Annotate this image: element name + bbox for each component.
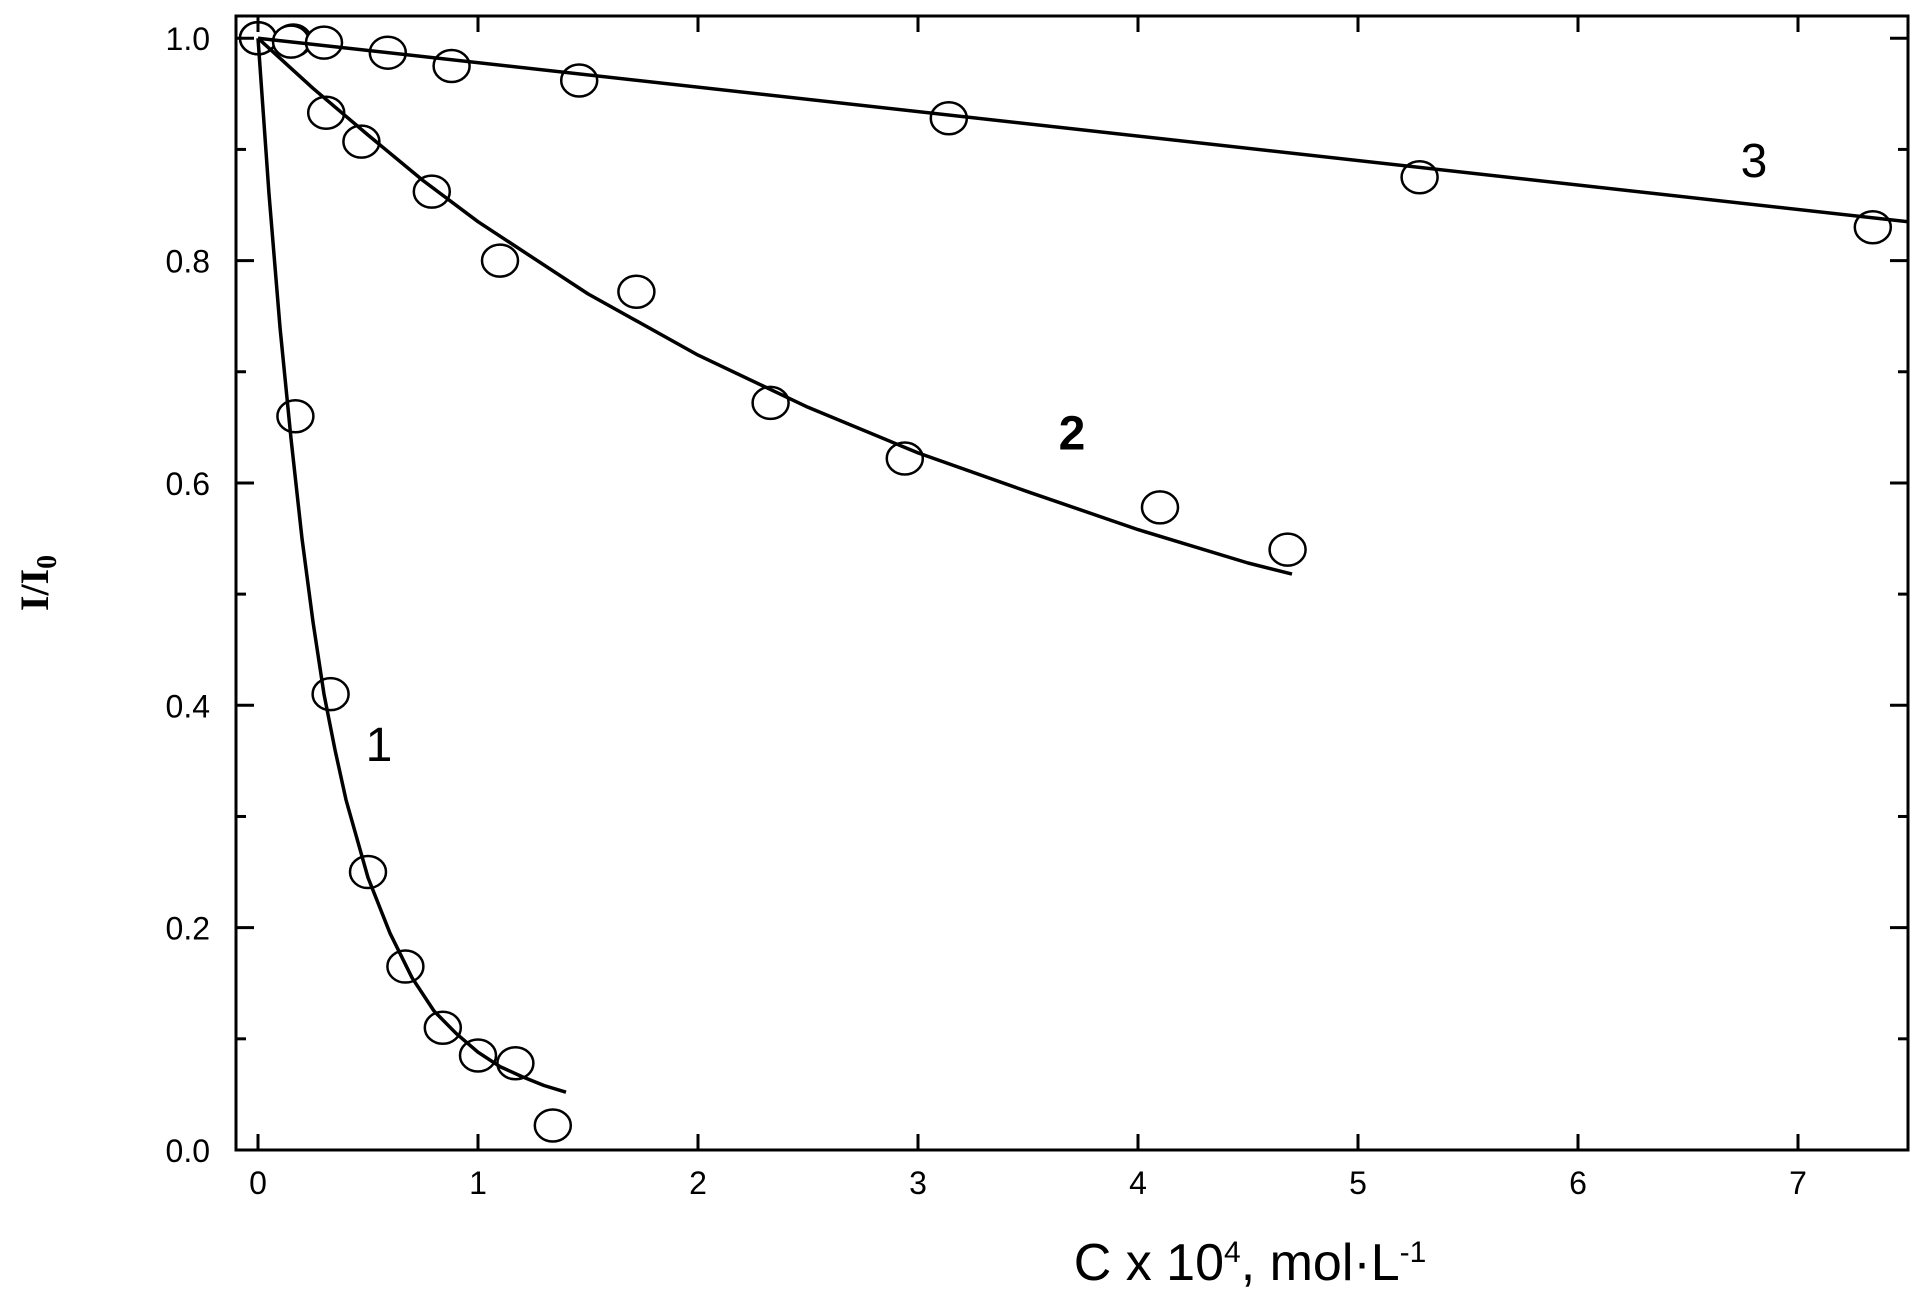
y-tick-label: 0.0 [166, 1133, 210, 1169]
data-point-series-2 [1268, 532, 1307, 567]
fit-curve-3 [257, 36, 1909, 224]
curve-labels: 1 2 3 [366, 135, 1768, 772]
data-point-series-2 [480, 243, 520, 278]
x-axis-label-text: C x 10 [1074, 1234, 1224, 1292]
y-tick-label: 0.6 [166, 466, 210, 502]
x-tick-label: 6 [1569, 1165, 1587, 1201]
x-axis-ticks: 0 1 2 3 4 5 6 7 [249, 16, 1807, 1201]
plot-frame [234, 14, 1910, 1152]
x-tick-label: 2 [689, 1165, 707, 1201]
x-axis-label: C x 104, mol·L-1 [1074, 1234, 1427, 1292]
y-tick-label: 0.2 [166, 911, 210, 947]
curve-label-3: 3 [1741, 135, 1768, 188]
curve-label-1: 1 [366, 719, 393, 772]
data-point-series-3 [559, 63, 599, 98]
y-axis-label-main: I/I [12, 569, 57, 611]
data-points [238, 20, 1893, 1143]
x-axis-label-superscript: 4 [1224, 1236, 1241, 1269]
fit-curve-1 [256, 38, 567, 1094]
y-tick-label: 1.0 [166, 21, 210, 57]
data-point-series-2 [1140, 490, 1180, 525]
data-point-series-3 [929, 101, 969, 136]
x-tick-label: 7 [1789, 1165, 1807, 1201]
data-point-series-2 [412, 174, 452, 209]
data-point-series-1 [423, 1010, 463, 1045]
plot-border [234, 14, 1910, 1152]
y-axis-label-subscript: 0 [32, 555, 63, 569]
data-point-series-2 [617, 274, 656, 309]
curve-label-2: 2 [1059, 408, 1086, 461]
x-axis-label-text: , mol·L [1241, 1234, 1400, 1292]
fit-curve-2 [256, 36, 1293, 576]
x-tick-label: 4 [1129, 1165, 1147, 1201]
data-point-series-1 [311, 676, 350, 712]
y-tick-label: 0.4 [166, 688, 210, 724]
x-tick-label: 5 [1349, 1165, 1367, 1201]
y-axis-label: I/I0 [12, 555, 63, 611]
data-point-series-1 [533, 1108, 573, 1143]
y-tick-label: 0.8 [166, 244, 210, 280]
y-axis-ticks: 0.0 0.2 0.4 0.6 0.8 1.0 [166, 21, 1908, 1169]
x-axis-label-superscript: -1 [1400, 1236, 1427, 1269]
fit-curves [256, 36, 1909, 1094]
data-point-series-2 [751, 385, 790, 421]
data-point-series-3 [432, 48, 471, 84]
data-point-series-1 [276, 398, 315, 434]
x-tick-label: 1 [469, 1165, 487, 1201]
x-tick-label: 3 [909, 1165, 927, 1201]
data-point-series-2 [342, 124, 381, 159]
data-point-series-1 [458, 1038, 498, 1073]
x-tick-label: 0 [249, 1165, 267, 1201]
